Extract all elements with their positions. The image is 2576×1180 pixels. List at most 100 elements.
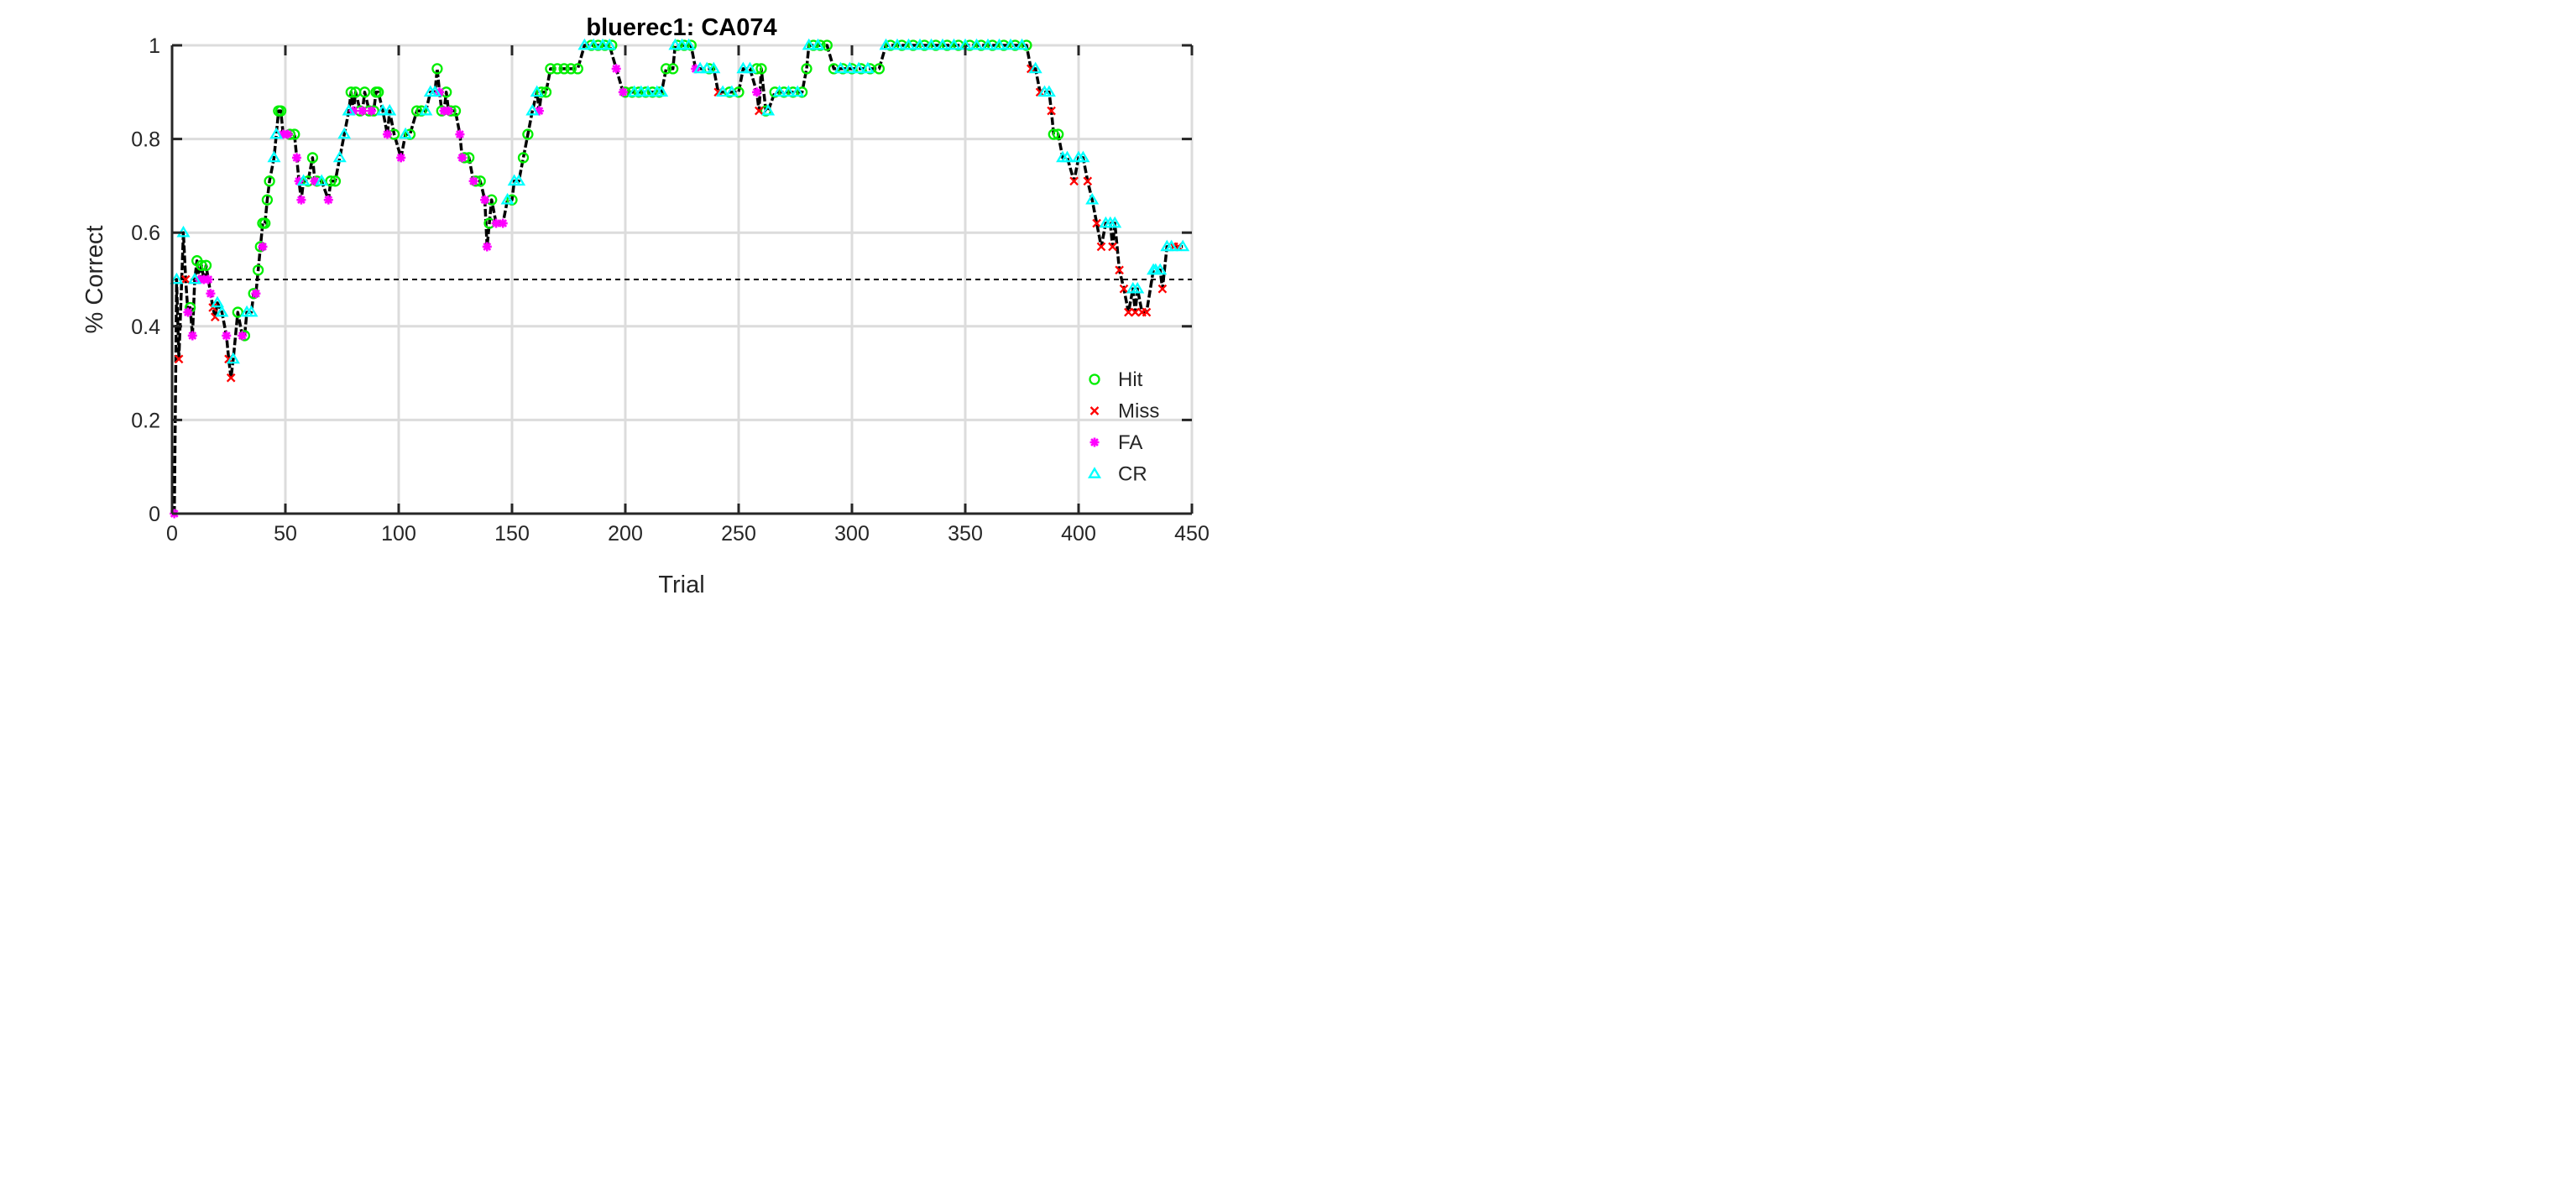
chart-title: bluerec1: CA074 <box>586 14 776 41</box>
hit-point-83 <box>821 39 833 51</box>
hit-point-22 <box>345 86 357 98</box>
miss-point-11 <box>1069 176 1079 186</box>
legend-marker-miss <box>1089 406 1100 415</box>
fa-point-14 <box>294 176 304 186</box>
cr-point-8 <box>267 150 281 163</box>
x-tick-label-3: 150 <box>494 522 530 546</box>
cr-point-15 <box>376 103 390 116</box>
cr-point-14 <box>342 103 356 116</box>
cr-point-53 <box>852 61 866 74</box>
cr-point-21 <box>500 192 515 205</box>
hit-point-18 <box>306 152 319 164</box>
fa-point-33 <box>534 106 544 116</box>
tick-labels: 0 50 100 150 200 250 300 350 400 450 0 0.2 0.4 0.6 0.8… <box>131 34 1210 546</box>
fa-point-30 <box>482 242 492 252</box>
hit-point-48 <box>536 86 547 98</box>
cr-point-5 <box>226 352 240 364</box>
hit-point-10 <box>259 217 271 229</box>
cr-point-9 <box>269 127 284 139</box>
legend-entry-miss: Miss <box>1089 400 1159 423</box>
cr-point-42 <box>724 85 739 97</box>
cr-point-86 <box>1176 239 1190 252</box>
cr-point-59 <box>924 38 938 50</box>
fa-point-36 <box>691 64 701 74</box>
fa-point-13 <box>292 153 301 163</box>
x-axis-label: Trial <box>658 572 704 597</box>
legend-label-hit: Hit <box>1118 368 1143 391</box>
fa-point-8 <box>238 331 248 341</box>
hit-point-29 <box>373 86 384 98</box>
cr-point-41 <box>716 85 730 97</box>
cr-point-40 <box>707 61 721 74</box>
cr-point-37 <box>682 38 696 50</box>
cr-point-27 <box>587 38 601 50</box>
legend-entry-hit: Hit <box>1089 368 1143 391</box>
fa-point-26 <box>455 129 465 139</box>
cr-point-64 <box>980 38 995 50</box>
y-axis-label: % Correct <box>81 226 108 334</box>
fa-point-34 <box>611 64 621 74</box>
cr-point-45 <box>761 103 776 116</box>
cr-point-44 <box>743 61 757 74</box>
hit-point-2 <box>196 259 207 271</box>
legend-label-cr: CR <box>1118 463 1147 486</box>
x-tick-label-6: 300 <box>834 522 870 546</box>
hit-point-20 <box>325 175 337 187</box>
x-tick-label-0: 0 <box>166 522 178 546</box>
hit-point-21 <box>329 175 342 187</box>
fa-point-17 <box>323 195 333 205</box>
hit-point-53 <box>565 63 577 75</box>
cr-point-50 <box>811 38 825 50</box>
hit-point-12 <box>264 175 275 187</box>
fa-point-7 <box>222 331 232 341</box>
hit-point-66 <box>667 63 679 75</box>
y-tick-label-0: 0 <box>149 503 160 526</box>
legend-entry-cr: CR <box>1087 463 1147 486</box>
fa-point-35 <box>618 87 628 97</box>
cr-point-30 <box>627 85 641 97</box>
fa-point-20 <box>367 106 377 116</box>
hit-point-63 <box>646 86 659 98</box>
miss-point-12 <box>1083 176 1093 186</box>
cr-point-52 <box>843 61 857 74</box>
hit-point-11 <box>261 194 274 206</box>
cr-point-51 <box>833 61 848 74</box>
fa-point-29 <box>480 195 490 205</box>
cr-point-58 <box>912 38 927 50</box>
cr-point-70 <box>1042 85 1056 97</box>
miss-point-18 <box>1124 307 1133 317</box>
fa-point-32 <box>498 218 508 228</box>
cr-point-2 <box>187 272 202 285</box>
hit-point-102 <box>1021 39 1032 51</box>
y-tick-label-3: 0.6 <box>131 222 160 245</box>
cr-point-11 <box>315 174 329 186</box>
cr-point-7 <box>244 305 259 317</box>
cr-point-74 <box>1076 150 1090 163</box>
hit-point-49 <box>540 86 552 98</box>
y-tick-label-4: 0.8 <box>131 128 160 152</box>
cr-point-85 <box>1164 239 1178 252</box>
cr-point-39 <box>700 61 714 74</box>
hit-point-31 <box>404 128 416 140</box>
cr-point-68 <box>1028 61 1042 74</box>
cr-point-36 <box>675 38 689 50</box>
cr-point-83 <box>1153 263 1168 275</box>
hit-point-45 <box>506 194 518 206</box>
legend-entry-fa: FA <box>1089 431 1142 454</box>
cr-point-63 <box>969 38 984 50</box>
miss-point-19 <box>1131 307 1140 317</box>
hit-point-103 <box>1048 128 1059 140</box>
hit-point-50 <box>545 63 556 75</box>
cr-point-26 <box>577 38 592 50</box>
fa-point-25 <box>443 106 453 116</box>
x-tick-label-8: 400 <box>1061 522 1096 546</box>
cr-point-20 <box>428 85 442 97</box>
hit-point-7 <box>252 264 264 276</box>
hit-point-74 <box>755 63 767 75</box>
y-tick-label-2: 0.4 <box>131 316 160 339</box>
series-cr <box>170 38 1190 364</box>
cr-point-38 <box>693 61 708 74</box>
miss-point-10 <box>1047 106 1056 116</box>
cr-point-48 <box>791 85 805 97</box>
hit-point-81 <box>807 39 819 51</box>
